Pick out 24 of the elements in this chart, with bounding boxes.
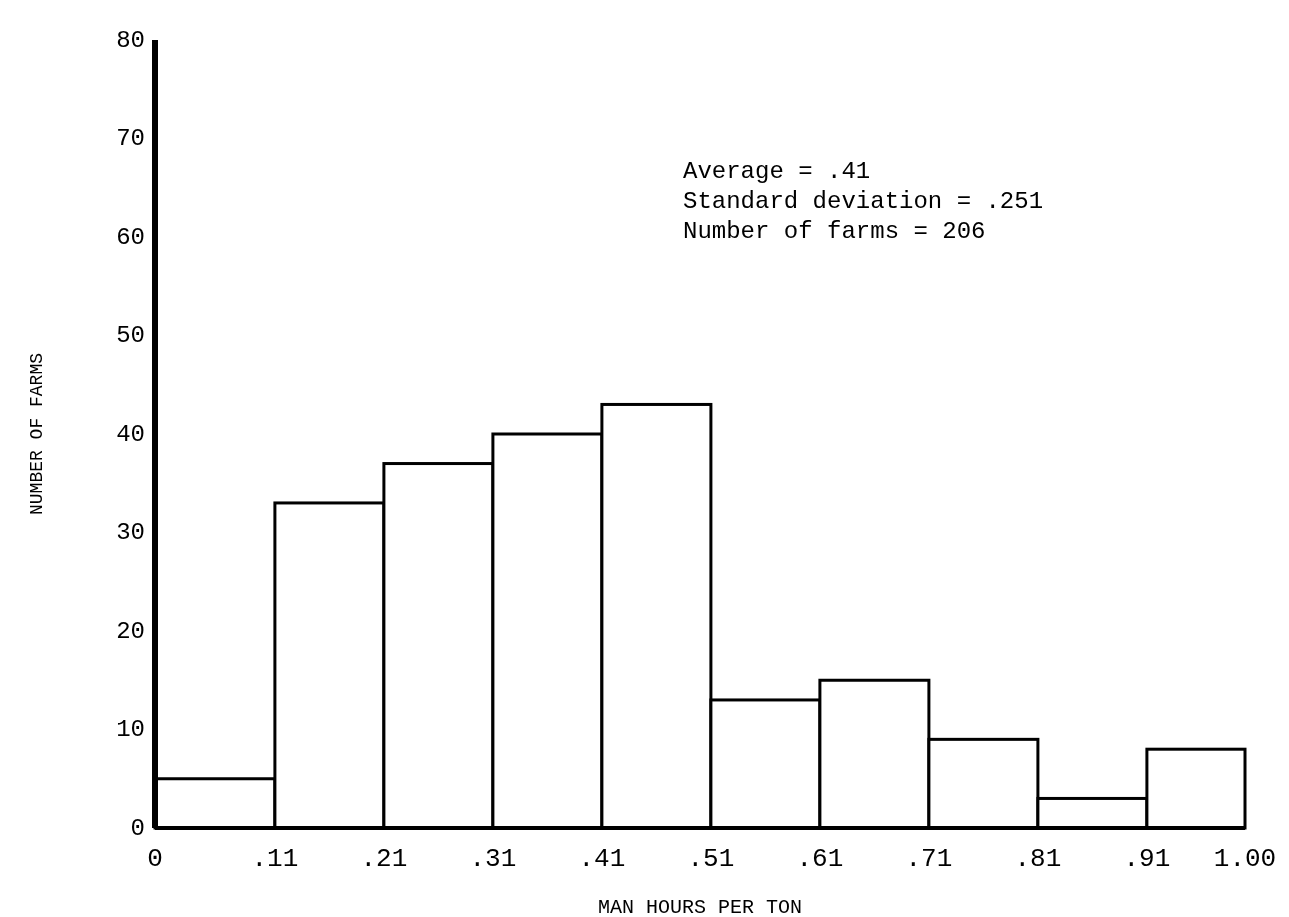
- annotation: Number of farms = 206: [683, 218, 986, 245]
- y-tick-label: 40: [116, 420, 145, 448]
- annotation: Standard deviation = .251: [683, 188, 1044, 215]
- x-tick-label: .61: [796, 844, 844, 874]
- x-axis-title: MAN HOURS PER TON: [597, 896, 803, 917]
- y-tick-label: 60: [116, 223, 145, 251]
- x-tick-label: .41: [578, 844, 626, 874]
- x-tick-label: .21: [360, 844, 408, 874]
- y-tick-label: 20: [116, 617, 145, 645]
- y-axis-title: NUMBER OF FARMS: [27, 352, 47, 516]
- y-tick-label: 50: [116, 322, 145, 349]
- x-tick-label: .31: [469, 844, 517, 874]
- y-tick-label: 0: [130, 814, 145, 842]
- y-tick-label: 70: [116, 125, 145, 152]
- x-tick-label: 1.00: [1213, 844, 1277, 874]
- x-tick-label: .81: [1014, 844, 1062, 874]
- y-tick-label: 10: [116, 716, 145, 743]
- x-tick-label: .71: [905, 844, 953, 874]
- y-tick-label: 80: [116, 26, 145, 54]
- x-tick-label: .11: [251, 844, 299, 874]
- y-tick-label: 30: [116, 519, 145, 546]
- annotation: Average = .41: [683, 158, 871, 185]
- x-tick-label: .51: [687, 844, 735, 874]
- x-tick-label: .91: [1123, 844, 1171, 874]
